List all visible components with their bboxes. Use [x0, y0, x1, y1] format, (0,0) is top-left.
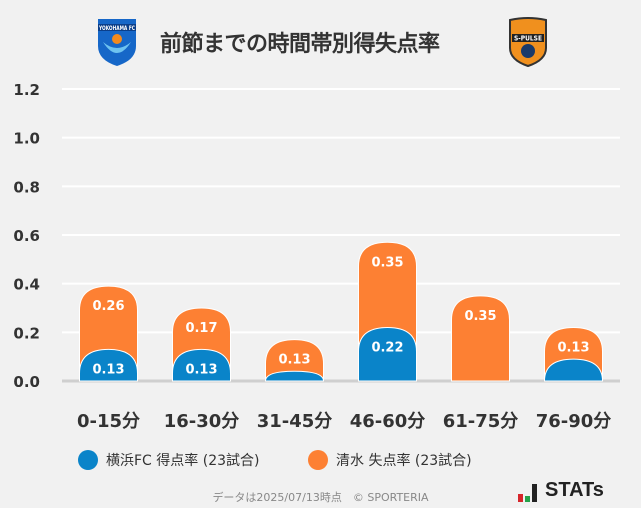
legend-item-yokohama: 横浜FC 得点率 (23試合) — [78, 450, 259, 470]
stats-logo: STATs — [518, 479, 604, 502]
footer-note: データは2025/07/13時点 © SPORTERIA — [212, 491, 429, 504]
bar-yokohama-scored — [358, 326, 417, 382]
legend-swatch-blue — [78, 450, 98, 470]
x-tick-label: 0-15分 — [77, 411, 140, 432]
data-label-shimizu: 0.17 — [185, 321, 217, 336]
bar-yokohama-scored — [543, 358, 604, 382]
stats-brand: STATs — [545, 479, 604, 501]
data-label-yokohama: 0.13 — [92, 362, 124, 377]
y-tick-label: 0.6 — [13, 227, 40, 245]
shimizu-s-pulse-logo: S-PULSE — [509, 17, 547, 68]
yokohama-fc-logo: YOKOHAMA FC — [98, 19, 136, 66]
data-label-yokohama: 0.13 — [185, 362, 217, 377]
legend-label: 横浜FC 得点率 (23試合) — [106, 453, 260, 469]
x-tick-label: 76-90分 — [536, 411, 612, 432]
y-tick-label: 1.0 — [13, 130, 40, 148]
bar-yokohama-scored — [172, 348, 231, 382]
stats-bar-icon — [532, 484, 537, 502]
bar-shimizu-conceded — [265, 339, 324, 382]
legend-swatch-orange — [308, 450, 328, 470]
data-label-shimizu: 0.13 — [557, 340, 589, 355]
x-tick-label: 16-30分 — [164, 411, 240, 432]
data-label-shimizu: 0.35 — [464, 309, 496, 324]
data-label-shimizu: 0.26 — [92, 299, 124, 314]
data-label-shimizu: 0.35 — [371, 255, 403, 270]
x-tick-label: 46-60分 — [350, 411, 426, 432]
y-tick-label: 0.0 — [13, 373, 40, 391]
y-tick-label: 0.8 — [13, 178, 40, 196]
legend-item-shimizu: 清水 失点率 (23試合) — [308, 450, 472, 470]
away-logo-text: S-PULSE — [514, 35, 542, 43]
data-label-shimizu: 0.13 — [278, 353, 310, 368]
bar-chart: 0.0 0.2 0.4 0.6 0.8 1.0 1.2 0.26 0.13 0-15分 0.17 0.… — [13, 81, 620, 432]
data-label-yokohama: 0.22 — [371, 340, 403, 355]
stats-bar-icon — [525, 496, 530, 502]
y-tick-label: 1.2 — [13, 81, 40, 99]
y-tick-label: 0.2 — [13, 324, 40, 342]
stats-bar-icon — [518, 494, 523, 502]
x-tick-label: 61-75分 — [443, 411, 519, 432]
legend-label: 清水 失点率 (23試合) — [336, 453, 472, 469]
home-logo-text: YOKOHAMA FC — [98, 25, 135, 32]
bar-yokohama-scored — [79, 348, 138, 382]
y-tick-label: 0.4 — [13, 276, 40, 294]
chart-title: 前節までの時間帯別得失点率 — [160, 32, 440, 57]
x-tick-label: 31-45分 — [257, 411, 333, 432]
bar-yokohama-scored — [264, 370, 325, 382]
bar-shimizu-conceded — [451, 295, 510, 382]
